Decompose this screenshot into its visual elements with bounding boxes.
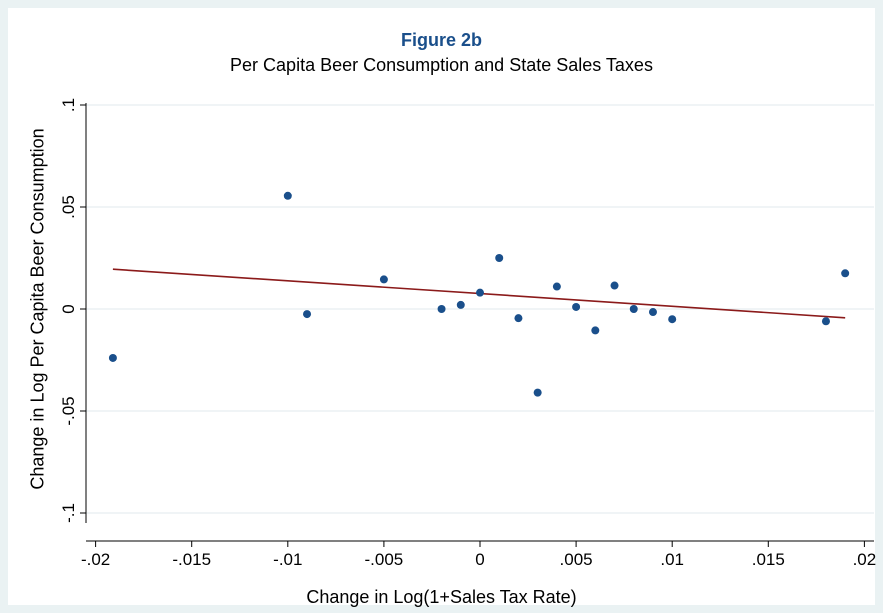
scatter-point: [303, 310, 312, 319]
scatter-point: [648, 308, 657, 317]
scatter-point: [533, 388, 542, 397]
scatter-point: [476, 288, 484, 297]
x-tick-label: -.02: [81, 550, 110, 569]
x-tick-label: -.01: [273, 550, 302, 569]
scatter-point: [572, 302, 581, 311]
scatter-point: [552, 282, 561, 291]
x-tick-label: .02: [853, 550, 877, 569]
x-tick-label: -.005: [365, 550, 404, 569]
chart-title: Figure 2b: [400, 30, 482, 50]
x-tick-label: .005: [560, 550, 593, 569]
scatter-point: [610, 281, 619, 290]
x-axis-label: Change in Log(1+Sales Tax Rate): [306, 587, 577, 607]
scatter-point: [437, 305, 446, 313]
scatter-point: [591, 326, 600, 335]
scatter-point: [514, 314, 523, 323]
scatter-point: [495, 254, 504, 262]
y-tick-label: 0: [59, 304, 78, 313]
scatter-point: [456, 300, 465, 309]
x-tick-label: .01: [660, 550, 684, 569]
scatter-point: [108, 353, 117, 362]
y-tick-label: .05: [59, 195, 78, 219]
scatter-point: [283, 191, 292, 200]
y-tick-label: -.05: [59, 396, 78, 425]
y-tick-label: .1: [59, 98, 78, 112]
x-tick-label: -.015: [172, 550, 211, 569]
scatter-point: [379, 275, 388, 284]
x-tick-label: 0: [475, 550, 484, 569]
scatter-point: [841, 269, 850, 278]
y-tick-label: -.1: [59, 503, 78, 523]
scatter-point: [629, 305, 638, 313]
chart-subtitle: Per Capita Beer Consumption and State Sa…: [230, 55, 653, 75]
x-tick-label: .015: [752, 550, 785, 569]
scatter-point: [821, 317, 830, 326]
scatter-point: [668, 315, 677, 324]
